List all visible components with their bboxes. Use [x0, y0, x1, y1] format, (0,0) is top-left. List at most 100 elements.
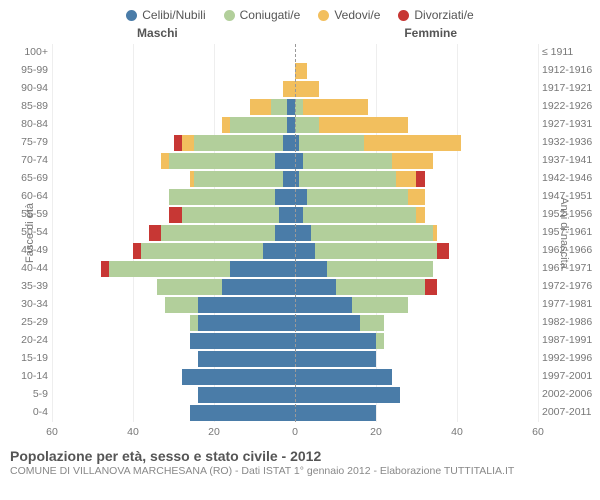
age-label: 25-29: [4, 316, 48, 328]
bar-segment: [303, 153, 392, 169]
bar-segment: [396, 171, 416, 187]
age-label: 0-4: [4, 406, 48, 418]
age-label: 40-44: [4, 262, 48, 274]
bar-male: [165, 297, 295, 313]
bar-segment: [295, 189, 307, 205]
bar-segment: [198, 351, 295, 367]
bar-segment: [295, 117, 319, 133]
x-axis: 6040200204060: [52, 422, 538, 442]
age-label: 50-54: [4, 226, 48, 238]
birth-label: 1987-1991: [542, 334, 598, 346]
bar-male: [157, 279, 295, 295]
bar-segment: [287, 99, 295, 115]
bar-segment: [190, 315, 198, 331]
bar-male: [250, 99, 295, 115]
age-label: 10-14: [4, 370, 48, 382]
bar-segment: [230, 117, 287, 133]
legend-item: Divorziati/e: [398, 8, 473, 22]
bar-male: [198, 351, 295, 367]
footer-sub: COMUNE DI VILLANOVA MARCHESANA (RO) - Da…: [10, 465, 590, 477]
age-label: 100+: [4, 46, 48, 58]
bar-segment: [165, 297, 197, 313]
bar-male: [161, 153, 295, 169]
bar-segment: [109, 261, 231, 277]
bar-male: [190, 405, 295, 421]
bar-segment: [295, 225, 311, 241]
legend-label: Vedovi/e: [334, 8, 380, 22]
bar-segment: [161, 225, 274, 241]
birth-label: 1912-1916: [542, 64, 598, 76]
bar-segment: [295, 207, 303, 223]
bar-female: [295, 171, 425, 187]
birth-label: 1957-1961: [542, 226, 598, 238]
bar-segment: [295, 297, 352, 313]
legend-item: Coniugati/e: [224, 8, 301, 22]
bar-segment: [230, 261, 295, 277]
bar-female: [295, 369, 392, 385]
birth-label: 1937-1941: [542, 154, 598, 166]
bar-segment: [133, 243, 141, 259]
bar-segment: [416, 207, 424, 223]
bar-segment: [307, 189, 408, 205]
bar-male: [169, 189, 295, 205]
bar-segment: [149, 225, 161, 241]
bar-female: [295, 315, 384, 331]
x-tick: 20: [370, 426, 382, 438]
bar-male: [222, 117, 295, 133]
bar-female: [295, 225, 437, 241]
age-label: 15-19: [4, 352, 48, 364]
birth-label: ≤ 1911: [542, 46, 598, 58]
bar-female: [295, 297, 408, 313]
age-label: 80-84: [4, 118, 48, 130]
age-label: 65-69: [4, 172, 48, 184]
birth-label: 1942-1946: [542, 172, 598, 184]
bar-segment: [250, 99, 270, 115]
birth-label: 2007-2011: [542, 406, 598, 418]
bar-segment: [222, 117, 230, 133]
bar-female: [295, 261, 433, 277]
bar-segment: [182, 369, 295, 385]
bar-female: [295, 189, 425, 205]
bar-female: [295, 387, 400, 403]
legend-label: Celibi/Nubili: [142, 8, 205, 22]
bar-male: [283, 81, 295, 97]
bar-segment: [295, 405, 376, 421]
bar-female: [295, 405, 376, 421]
bar-segment: [161, 153, 169, 169]
birth-label: 1992-1996: [542, 352, 598, 364]
bar-segment: [283, 135, 295, 151]
footer: Popolazione per età, sesso e stato civil…: [0, 442, 600, 477]
age-label: 5-9: [4, 388, 48, 400]
bar-male: [169, 207, 295, 223]
legend-swatch: [224, 10, 235, 21]
bar-segment: [198, 387, 295, 403]
bar-segment: [182, 207, 279, 223]
bar-segment: [416, 171, 424, 187]
bar-segment: [295, 243, 315, 259]
x-tick: 0: [292, 426, 298, 438]
bar-segment: [190, 333, 295, 349]
age-label: 30-34: [4, 298, 48, 310]
bar-segment: [275, 189, 295, 205]
bar-female: [295, 63, 307, 79]
legend-item: Vedovi/e: [318, 8, 380, 22]
bar-segment: [392, 153, 433, 169]
bar-female: [295, 81, 319, 97]
bar-segment: [425, 279, 437, 295]
bar-male: [190, 333, 295, 349]
bar-male: [190, 315, 295, 331]
bar-segment: [222, 279, 295, 295]
grid-line: [538, 44, 539, 422]
birth-label: 1922-1926: [542, 100, 598, 112]
x-tick: 40: [451, 426, 463, 438]
birth-label: 1972-1976: [542, 280, 598, 292]
bar-segment: [360, 315, 384, 331]
bar-segment: [275, 225, 295, 241]
bar-segment: [295, 261, 327, 277]
bar-segment: [303, 207, 416, 223]
age-label: 60-64: [4, 190, 48, 202]
bar-segment: [101, 261, 109, 277]
bar-segment: [376, 333, 384, 349]
legend-swatch: [318, 10, 329, 21]
bar-segment: [352, 297, 409, 313]
